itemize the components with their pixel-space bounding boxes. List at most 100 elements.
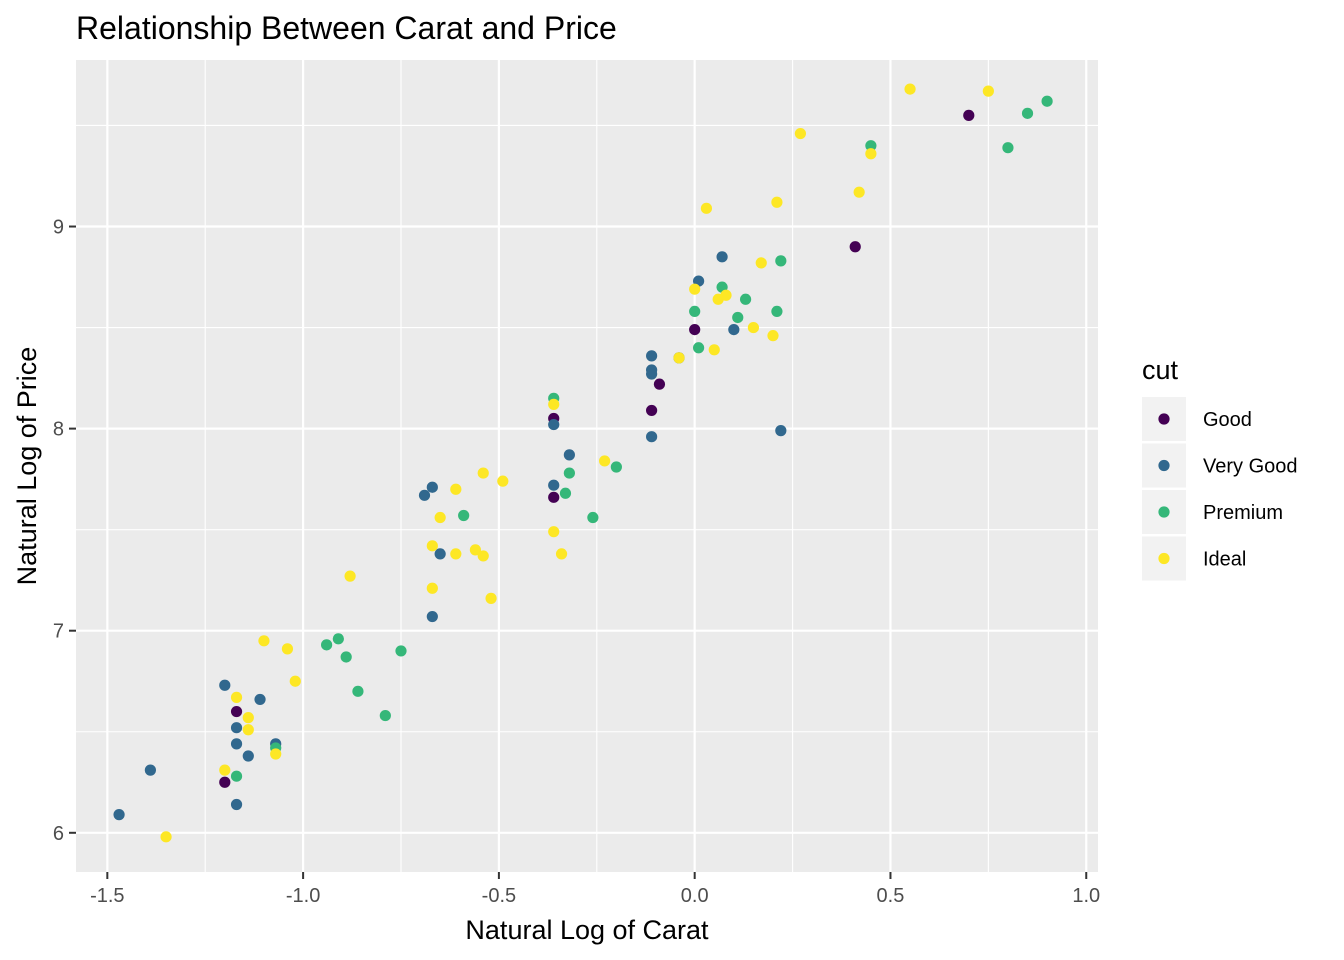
x-tick-label: -0.5	[482, 885, 516, 907]
data-point	[692, 342, 705, 354]
data-point	[689, 305, 701, 318]
data-point	[646, 404, 658, 417]
data-point	[563, 467, 575, 479]
data-point	[379, 709, 391, 722]
data-point	[794, 127, 807, 140]
data-point	[963, 109, 975, 121]
data-point	[767, 330, 779, 342]
data-point	[1021, 107, 1034, 119]
y-tick-label: 6	[53, 823, 64, 845]
data-point	[434, 511, 446, 524]
x-tick-label: 1.0	[1072, 885, 1100, 907]
data-point	[673, 352, 685, 364]
legend-label: Good	[1203, 409, 1252, 431]
legend-swatch	[1158, 552, 1170, 565]
data-point	[418, 489, 431, 501]
data-point	[771, 196, 783, 208]
data-point	[230, 770, 243, 782]
data-point	[242, 724, 254, 736]
data-point	[219, 764, 231, 776]
data-point	[904, 83, 916, 95]
data-point	[646, 368, 658, 380]
data-point	[865, 148, 877, 160]
legend-title: cut	[1142, 355, 1179, 385]
x-axis-ticks: -1.5 -1.0 -0.5 0.0 0.5 1.0	[90, 872, 1100, 907]
data-point	[853, 186, 865, 198]
y-tick-label: 7	[53, 621, 64, 643]
data-point	[1002, 142, 1014, 154]
data-point	[426, 540, 438, 552]
data-point	[497, 475, 509, 487]
data-point	[548, 526, 560, 538]
data-point	[230, 722, 243, 734]
y-tick-label: 8	[53, 419, 64, 441]
data-point	[426, 481, 438, 493]
legend-label: Ideal	[1203, 549, 1246, 571]
x-tick-label: -1.0	[286, 885, 320, 907]
data-point	[747, 321, 760, 334]
data-point	[559, 487, 572, 499]
data-point	[775, 425, 787, 437]
data-point	[242, 712, 254, 724]
data-point	[716, 251, 728, 263]
data-point	[689, 283, 701, 295]
data-point	[548, 398, 560, 410]
data-point	[646, 350, 658, 362]
data-point	[160, 831, 172, 843]
x-tick-label: -1.5	[90, 885, 124, 907]
data-point	[281, 643, 294, 655]
data-point	[332, 633, 344, 645]
data-point	[219, 679, 231, 691]
data-point	[434, 548, 446, 560]
data-point	[254, 693, 266, 706]
x-axis-title: Natural Log of Carat	[465, 915, 709, 945]
data-point	[113, 809, 125, 821]
data-point	[270, 748, 282, 760]
legend-swatch	[1158, 459, 1170, 472]
data-point	[485, 592, 497, 604]
y-axis-ticks: 6 7 8 9	[53, 217, 76, 845]
data-point	[344, 570, 356, 582]
data-point	[144, 764, 156, 776]
data-point	[477, 550, 489, 562]
data-point	[219, 776, 231, 788]
data-point	[708, 344, 720, 356]
data-points	[113, 83, 1053, 843]
legend-swatch	[1158, 506, 1170, 518]
y-tick-label: 9	[53, 217, 64, 239]
data-point	[563, 449, 575, 461]
data-point	[426, 610, 438, 623]
data-point	[646, 431, 658, 443]
data-point	[230, 738, 243, 750]
data-point	[426, 582, 438, 594]
data-point	[849, 241, 861, 253]
data-point	[689, 323, 701, 336]
data-point	[321, 639, 333, 651]
data-point	[230, 798, 243, 811]
x-tick-label: 0.5	[877, 885, 905, 907]
data-point	[982, 85, 994, 97]
data-point	[865, 140, 877, 152]
data-point	[775, 255, 787, 267]
data-point	[458, 509, 470, 522]
data-point	[599, 455, 611, 467]
data-point	[469, 544, 482, 556]
data-point	[587, 511, 599, 524]
y-axis-title: Natural Log of Price	[12, 347, 42, 586]
data-point	[242, 750, 254, 762]
data-point	[477, 467, 489, 479]
data-point	[771, 305, 783, 318]
data-point	[258, 635, 270, 647]
data-point	[700, 202, 713, 214]
legend-label: Very Good	[1203, 456, 1298, 478]
data-point	[728, 323, 740, 336]
data-point	[653, 378, 666, 390]
plot-panel	[76, 60, 1098, 872]
data-point	[450, 483, 462, 495]
data-point	[732, 311, 744, 324]
data-point	[720, 289, 732, 301]
data-point	[450, 548, 462, 560]
chart-title: Relationship Between Carat and Price	[76, 10, 617, 46]
data-point	[230, 691, 243, 703]
